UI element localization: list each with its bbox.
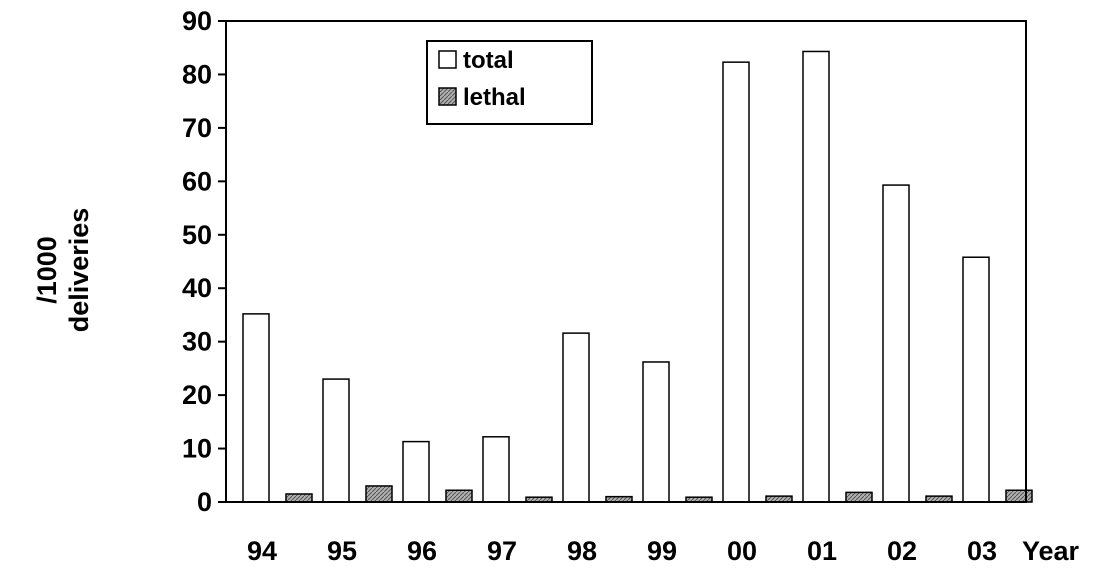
legend-swatch-total: [438, 50, 457, 69]
bar-total-02: [882, 184, 910, 503]
x-tick-label: 96: [407, 536, 437, 566]
x-tick-label: 00: [727, 536, 757, 566]
bar-total-95: [322, 378, 350, 503]
bar-lethal-94: [285, 493, 313, 503]
bar-total-98: [562, 332, 590, 503]
y-axis-ticks: 0 10 20 30 40 50 60 70 80 90: [182, 6, 226, 517]
x-axis-title: Year: [1022, 536, 1080, 566]
y-axis-title-line-2: deliveries: [64, 208, 94, 333]
legend-label-total: total: [463, 47, 514, 74]
bar-lethal-01: [845, 491, 873, 503]
plot-frame: [225, 20, 1027, 503]
bar-total-03: [962, 256, 990, 503]
legend-swatch-lethal: [438, 87, 457, 106]
bar-total-99: [642, 361, 670, 503]
y-axis-title-line-1: /1000: [32, 236, 62, 304]
x-tick-label: 99: [647, 536, 677, 566]
y-tick-label: 50: [182, 220, 212, 250]
x-tick-label: 98: [567, 536, 597, 566]
bar-total-00: [722, 61, 750, 503]
y-tick-label: 60: [182, 166, 212, 196]
y-tick-label: 30: [182, 327, 212, 357]
x-axis-ticks: 94 95 96 97 98 99 00 01 02 03: [247, 536, 997, 566]
y-tick-label: 20: [182, 380, 212, 410]
x-tick-label: 01: [807, 536, 837, 566]
bar-lethal-95: [365, 485, 393, 503]
bar-total-01: [802, 50, 830, 503]
bar-total-96: [402, 440, 430, 503]
y-tick-label: 40: [182, 273, 212, 303]
bar-lethal-03: [1005, 489, 1033, 503]
bars: [242, 50, 1033, 503]
x-tick-label: 94: [247, 536, 277, 566]
y-tick-label: 0: [197, 487, 212, 517]
legend: total lethal: [426, 40, 593, 125]
bar-total-97: [482, 436, 510, 503]
y-axis-title: /1000 deliveries: [32, 208, 94, 333]
legend-label-lethal: lethal: [463, 84, 526, 111]
x-tick-label: 02: [887, 536, 917, 566]
bar-lethal-96: [445, 489, 473, 503]
x-tick-label: 03: [967, 536, 997, 566]
y-tick-label: 80: [182, 59, 212, 89]
x-tick-label: 97: [487, 536, 517, 566]
y-tick-label: 70: [182, 113, 212, 143]
y-tick-label: 10: [182, 434, 212, 464]
bar-total-94: [242, 313, 270, 503]
x-tick-label: 95: [327, 536, 357, 566]
y-tick-label: 90: [182, 6, 212, 36]
